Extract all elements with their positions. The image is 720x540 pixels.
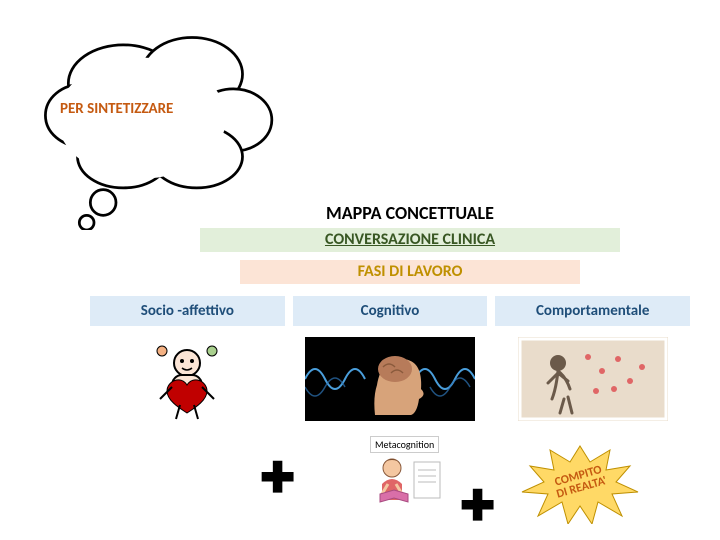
socio-affettivo-image [90,336,285,422]
heading-mappa: MAPPA CONCETTUALE [280,202,540,224]
col-socio: Socio -affettivo [90,296,285,326]
plus-icon-1: ✚ [260,458,295,500]
image-row [90,336,690,422]
col-cognitivo: Cognitivo [293,296,488,326]
heading-conversazione: CONVERSAZIONE CLINICA [200,228,620,252]
cognitivo-image [293,336,488,422]
col-comportamentale: Comportamentale [495,296,690,326]
plus-icon-2: ✚ [460,486,495,528]
heading-fasi: FASI DI LAVORO [240,260,580,284]
comportamentale-image [495,336,690,422]
metacognition-image [370,454,442,509]
cloud-label: PER SINTETIZZARE [60,100,173,118]
column-headers: Socio -affettivo Cognitivo Comportamenta… [90,296,690,326]
metacognition-label: Metacognition [370,436,439,453]
